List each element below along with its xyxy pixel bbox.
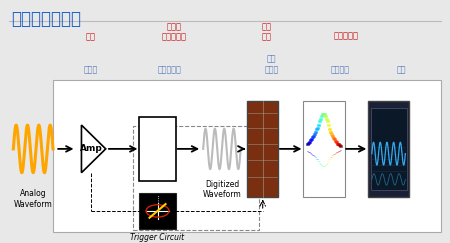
Text: 存储
深度: 存储 深度 xyxy=(262,22,272,42)
Text: 示波器采集框图: 示波器采集框图 xyxy=(11,9,81,27)
Text: 放大器: 放大器 xyxy=(83,65,98,74)
Text: 数据处理: 数据处理 xyxy=(330,65,349,74)
Text: 采样率
垂直分辨率: 采样率 垂直分辨率 xyxy=(162,22,187,42)
FancyBboxPatch shape xyxy=(139,193,176,229)
Text: 显示: 显示 xyxy=(396,65,406,74)
Text: Amp: Amp xyxy=(81,144,103,153)
FancyBboxPatch shape xyxy=(368,101,410,197)
Text: 模数转换器: 模数转换器 xyxy=(158,65,182,74)
FancyBboxPatch shape xyxy=(139,117,176,181)
Text: 带宽: 带宽 xyxy=(86,33,95,42)
Text: Digitized
Waveform: Digitized Waveform xyxy=(202,180,241,199)
FancyBboxPatch shape xyxy=(303,101,345,197)
Text: 采集
存储器: 采集 存储器 xyxy=(264,54,279,74)
Text: 测量与分析: 测量与分析 xyxy=(334,32,359,41)
FancyBboxPatch shape xyxy=(53,80,441,232)
FancyBboxPatch shape xyxy=(370,108,407,190)
Text: A
D
C: A D C xyxy=(153,131,162,166)
FancyBboxPatch shape xyxy=(248,101,278,197)
Text: Analog
Waveform: Analog Waveform xyxy=(14,189,53,208)
Text: Trigger Circuit: Trigger Circuit xyxy=(130,233,184,242)
